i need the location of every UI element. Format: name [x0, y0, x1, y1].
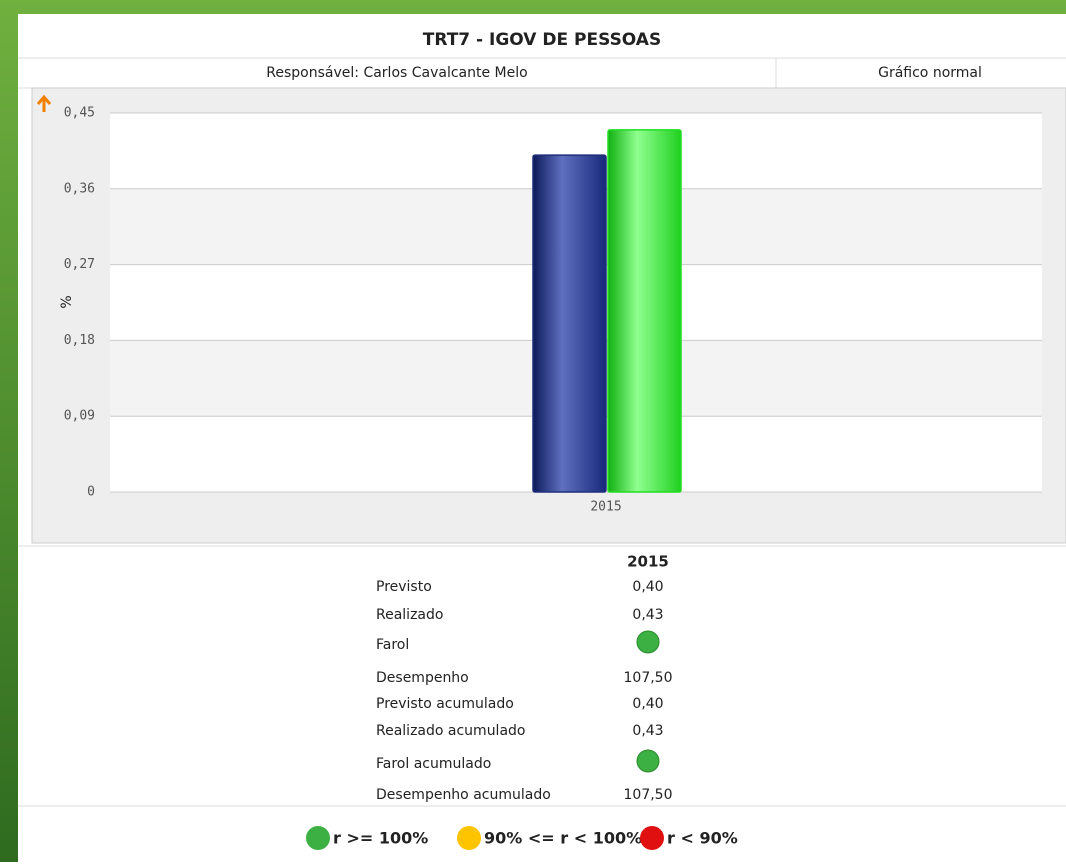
y-tick-label: 0,09: [64, 409, 95, 424]
row-label: Desempenho: [376, 670, 469, 686]
legend-swatch: [457, 826, 481, 850]
row-value: 107,50: [624, 670, 673, 686]
row-value: 0,43: [632, 723, 663, 739]
x-tick-label: 2015: [590, 500, 621, 515]
title: TRT7 - IGOV DE PESSOAS: [423, 30, 661, 50]
row-label: Farol acumulado: [376, 756, 491, 772]
legend-label: r < 90%: [667, 829, 738, 848]
legend-label: r >= 100%: [333, 829, 428, 848]
row-label: Previsto: [376, 579, 432, 595]
y-tick-label: 0,18: [64, 333, 95, 348]
status-light: [636, 749, 660, 773]
row-value: 0,43: [632, 607, 663, 623]
row-value: 0,40: [632, 579, 663, 595]
row-value: 0,40: [632, 696, 663, 712]
bar: [532, 154, 607, 493]
bar: [607, 129, 682, 493]
status-light: [636, 630, 660, 654]
y-tick-label: 0: [87, 485, 95, 500]
chart-mode[interactable]: Gráfico normal: [878, 65, 982, 81]
row-value: 107,50: [624, 787, 673, 803]
y-tick-label: 0,45: [64, 106, 95, 121]
y-tick-label: 0,27: [64, 257, 95, 272]
legend-swatch: [640, 826, 664, 850]
row-label: Desempenho acumulado: [376, 787, 551, 803]
row-label: Previsto acumulado: [376, 696, 514, 712]
y-axis-label: %: [59, 295, 75, 308]
row-label: Realizado: [376, 607, 443, 623]
row-label: Farol: [376, 637, 409, 653]
responsible: Responsável: Carlos Cavalcante Melo: [266, 65, 527, 81]
table-header: 2015: [627, 553, 669, 571]
y-tick-label: 0,36: [64, 181, 95, 196]
row-label: Realizado acumulado: [376, 723, 525, 739]
up-arrow[interactable]: [36, 94, 52, 112]
legend-swatch: [306, 826, 330, 850]
legend-label: 90% <= r < 100%: [484, 829, 642, 848]
